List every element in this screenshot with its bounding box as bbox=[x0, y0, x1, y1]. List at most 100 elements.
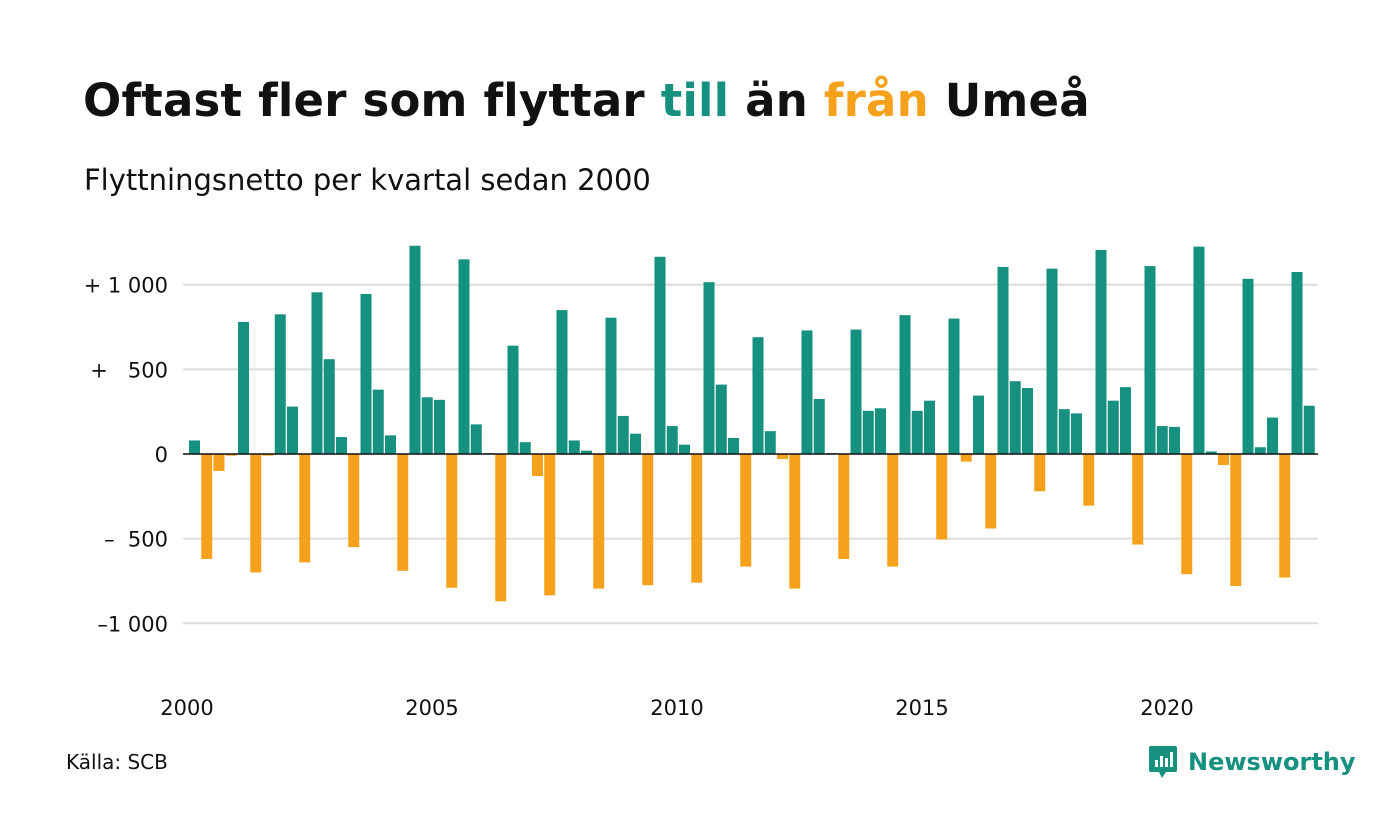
bar bbox=[630, 433, 641, 454]
title-part-3: Umeå bbox=[928, 74, 1090, 127]
source-note: Källa: SCB bbox=[66, 750, 168, 774]
bar bbox=[581, 450, 592, 454]
bar bbox=[544, 454, 556, 596]
bar bbox=[703, 282, 715, 454]
bar bbox=[1267, 417, 1278, 454]
y-tick-label: + 500 bbox=[90, 358, 168, 382]
bar bbox=[323, 359, 335, 454]
bar bbox=[973, 395, 984, 454]
bar bbox=[801, 330, 813, 454]
y-tick-label: + 1 000 bbox=[84, 274, 168, 298]
bar bbox=[1058, 409, 1070, 454]
x-tick-label: 2010 bbox=[650, 696, 703, 720]
bar bbox=[1132, 454, 1144, 545]
title-highlight-till: till bbox=[660, 74, 730, 127]
bar bbox=[1254, 447, 1266, 454]
y-tick-label: –1 000 bbox=[97, 612, 168, 636]
newsworthy-logo-icon bbox=[1149, 746, 1177, 778]
bar bbox=[1181, 454, 1193, 575]
bar bbox=[311, 292, 323, 454]
bar bbox=[605, 317, 617, 454]
bar bbox=[642, 454, 654, 586]
bar bbox=[924, 400, 935, 454]
bar bbox=[985, 454, 997, 529]
bar bbox=[813, 398, 825, 454]
bar bbox=[287, 406, 298, 454]
bar bbox=[850, 329, 862, 454]
bar bbox=[385, 435, 396, 454]
bar bbox=[936, 454, 948, 540]
bar bbox=[875, 408, 886, 454]
bar bbox=[1083, 454, 1095, 506]
bar bbox=[507, 345, 519, 454]
bar bbox=[899, 315, 911, 454]
bar bbox=[1303, 405, 1315, 454]
bar bbox=[1046, 268, 1058, 454]
y-tick-label: – 500 bbox=[104, 528, 168, 552]
bar bbox=[997, 266, 1009, 454]
bar bbox=[409, 245, 421, 454]
bar bbox=[336, 437, 347, 454]
bar bbox=[458, 259, 470, 454]
bar bbox=[250, 454, 262, 573]
bar bbox=[1107, 400, 1119, 454]
bar bbox=[740, 454, 752, 567]
bar bbox=[948, 318, 960, 454]
bar bbox=[862, 410, 874, 454]
bar bbox=[397, 454, 409, 571]
title-highlight-fran: från bbox=[823, 74, 929, 127]
brand: Newsworthy bbox=[1148, 744, 1356, 780]
bar bbox=[764, 431, 776, 454]
bar bbox=[1156, 426, 1168, 454]
bar bbox=[1071, 413, 1082, 454]
bar bbox=[299, 454, 311, 563]
bar bbox=[1205, 451, 1217, 454]
bar bbox=[887, 454, 899, 567]
bar bbox=[838, 454, 850, 559]
x-tick-label: 2005 bbox=[405, 696, 458, 720]
bar bbox=[556, 310, 568, 454]
bar bbox=[348, 454, 360, 548]
bar bbox=[960, 454, 972, 462]
bar bbox=[1022, 387, 1033, 454]
bar bbox=[238, 321, 249, 454]
bar bbox=[201, 454, 213, 559]
bar bbox=[1242, 278, 1254, 454]
x-tick-label: 2015 bbox=[895, 696, 948, 720]
bar bbox=[1291, 272, 1303, 454]
x-tick-label: 2020 bbox=[1140, 696, 1193, 720]
bar bbox=[532, 454, 543, 477]
bar bbox=[274, 314, 286, 454]
y-tick-label: 0 bbox=[155, 443, 168, 467]
bar bbox=[654, 256, 666, 454]
bar bbox=[777, 454, 788, 460]
bar bbox=[446, 454, 458, 588]
chart-subtitle: Flyttningsnetto per kvartal sedan 2000 bbox=[84, 163, 651, 197]
bar bbox=[495, 454, 507, 602]
chart-title: Oftast fler som flyttar till än från Ume… bbox=[83, 74, 1090, 127]
bar bbox=[1144, 266, 1156, 454]
brand-name: Newsworthy bbox=[1188, 748, 1356, 776]
bar bbox=[1279, 454, 1291, 578]
bar bbox=[1218, 454, 1229, 466]
bar bbox=[1009, 381, 1021, 454]
title-part-1: Oftast fler som flyttar bbox=[83, 74, 661, 127]
bar bbox=[691, 454, 703, 583]
bar bbox=[789, 454, 801, 589]
bar bbox=[1230, 454, 1242, 587]
bar bbox=[679, 444, 690, 454]
bar bbox=[262, 454, 274, 456]
bar bbox=[1169, 426, 1180, 454]
bar bbox=[666, 426, 678, 454]
bar bbox=[1120, 387, 1131, 454]
bar bbox=[715, 384, 727, 454]
bar bbox=[421, 397, 433, 454]
bar bbox=[360, 294, 372, 454]
bar bbox=[1095, 249, 1107, 454]
bar bbox=[225, 454, 237, 456]
bar bbox=[728, 437, 739, 454]
bar bbox=[1193, 246, 1205, 454]
bar bbox=[470, 424, 482, 454]
bar bbox=[519, 442, 531, 454]
